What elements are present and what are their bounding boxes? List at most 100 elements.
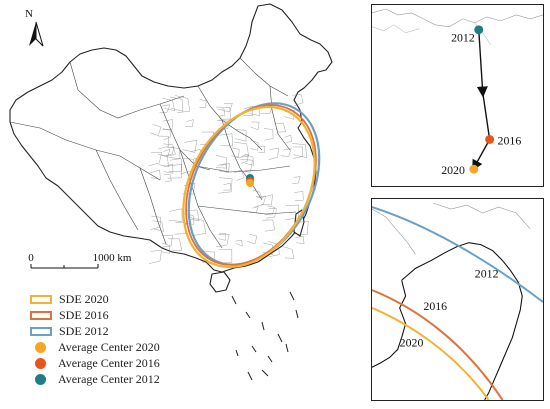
county-boundary-line — [262, 219, 276, 232]
county-boundary-line — [284, 135, 293, 143]
county-boundary-line — [202, 251, 215, 265]
trajectory-center-2012 — [474, 25, 484, 35]
county-boundary-line — [292, 143, 307, 158]
county-boundary-line — [268, 241, 280, 257]
china-mainland-outline — [9, 3, 333, 273]
sde-ellipse-2012 — [372, 206, 543, 303]
north-arrow-icon: N — [25, 8, 44, 47]
sde-ellipse-2020 — [182, 105, 316, 269]
county-boundary-line — [168, 157, 182, 172]
county-boundary-line — [157, 153, 169, 167]
county-boundary-line — [148, 249, 162, 264]
sde-2016-swatch — [30, 311, 52, 320]
county-boundary-line — [161, 149, 171, 157]
county-boundary-line — [240, 154, 249, 164]
center-trajectory-inset: 2012 2016 2020 — [371, 4, 544, 187]
county-boundary-line — [215, 155, 227, 169]
county-boundary-line — [295, 235, 305, 245]
county-boundary-line — [152, 220, 164, 232]
county-boundary-line — [235, 129, 247, 142]
county-boundary-line — [182, 139, 198, 153]
trajectory-line — [476, 29, 488, 98]
county-boundary-line — [258, 145, 266, 153]
county-boundaries — [148, 93, 309, 265]
county-boundary-line — [185, 209, 200, 222]
county-boundary-line — [243, 106, 254, 116]
county-boundary-line — [216, 234, 230, 248]
trajectory-center-2020 — [469, 164, 479, 174]
county-boundary-line — [149, 169, 161, 180]
county-boundary-line — [250, 139, 259, 151]
county-boundary-line — [252, 190, 263, 199]
sde-ellipse-2012 — [187, 102, 321, 266]
county-boundary-line — [248, 105, 260, 116]
province-boundaries — [9, 57, 297, 249]
county-boundary-line — [190, 217, 207, 236]
county-boundary-line — [163, 173, 172, 183]
county-boundary-line — [218, 233, 227, 241]
sde-2020-swatch — [30, 295, 52, 304]
scale-end-label: 1000 km — [93, 252, 132, 264]
county-boundary-line — [234, 142, 249, 158]
legend-item-center-2012: Average Center 2012 — [30, 372, 160, 387]
china-basemap — [9, 3, 333, 293]
zoom-label-2016: 2016 — [423, 299, 447, 313]
county-boundary-line — [150, 215, 162, 230]
county-boundary-line — [282, 246, 295, 259]
map-legend: SDE 2020 SDE 2016 SDE 2012 Average Cente… — [30, 292, 160, 388]
county-boundary-line — [161, 243, 171, 254]
county-boundary-line — [249, 206, 259, 213]
county-boundary-line — [280, 148, 292, 157]
zoom-label-2012: 2012 — [475, 266, 499, 280]
zoom-label-2020: 2020 — [400, 335, 424, 349]
hainan-island — [209, 271, 231, 293]
county-boundary-line — [163, 163, 174, 174]
county-boundary-line — [292, 146, 303, 159]
county-boundary-line — [234, 170, 245, 181]
county-boundary-line — [170, 96, 184, 112]
county-boundary-line — [159, 104, 171, 114]
county-boundary-line — [219, 133, 233, 147]
center-2016-swatch — [35, 358, 46, 369]
county-boundary-line — [274, 122, 286, 133]
legend-item-center-2016: Average Center 2016 — [30, 356, 160, 371]
county-boundary-line — [221, 103, 233, 112]
county-boundary-line — [235, 239, 243, 247]
county-boundary-line — [168, 238, 182, 252]
scale-start-label: 0 — [28, 252, 34, 264]
county-boundary-line — [169, 146, 181, 161]
trajectory-center-2016 — [485, 135, 495, 144]
main-map: N 0 1 — [9, 3, 333, 381]
county-boundary-line — [175, 95, 191, 113]
county-boundary-line — [266, 208, 277, 219]
county-boundary-line — [261, 194, 273, 206]
average-center-2020 — [246, 179, 254, 187]
trajectory-line — [472, 139, 491, 172]
province-boundary-line — [372, 8, 543, 28]
scale-bar: 0 1000 km — [28, 252, 132, 269]
province-boundary-line — [372, 202, 531, 255]
county-boundary-line — [163, 143, 176, 157]
county-boundary-line — [162, 98, 175, 111]
county-boundary-line — [160, 234, 173, 248]
sde-2012-swatch — [30, 327, 52, 336]
county-boundary-line — [238, 159, 253, 173]
center-2020-swatch — [35, 342, 46, 353]
legend-item-center-2020: Average Center 2020 — [30, 340, 160, 355]
svg-text:N: N — [25, 8, 33, 20]
trajectory-label-2020: 2020 — [441, 163, 465, 177]
county-boundary-line — [169, 208, 183, 222]
county-boundary-line — [149, 124, 162, 136]
county-boundary-line — [294, 191, 304, 201]
county-boundary-line — [247, 233, 258, 245]
county-boundary-line — [285, 204, 300, 220]
county-boundary-line — [216, 106, 231, 122]
county-boundary-line — [223, 182, 231, 191]
legend-item-sde-2016: SDE 2016 — [30, 308, 160, 323]
county-boundary-line — [268, 147, 279, 160]
trajectory-label-2016: 2016 — [498, 133, 522, 147]
county-boundary-line — [162, 128, 171, 141]
county-boundary-line — [250, 121, 260, 130]
trajectory-label-2012: 2012 — [451, 31, 475, 45]
county-boundary-line — [264, 205, 275, 216]
